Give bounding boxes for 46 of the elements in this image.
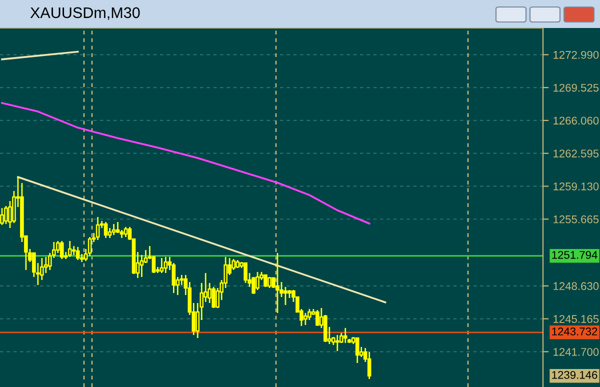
line-series bbox=[1, 102, 370, 224]
candlestick bbox=[160, 257, 164, 274]
candlestick bbox=[343, 327, 348, 344]
candlestick bbox=[88, 236, 92, 257]
candlestick bbox=[140, 254, 144, 278]
candlestick bbox=[212, 286, 216, 309]
candlestick bbox=[244, 262, 248, 284]
y-tick-label: 1266.060 bbox=[554, 116, 599, 125]
candlestick bbox=[112, 223, 116, 236]
candlestick bbox=[164, 256, 168, 274]
candlestick bbox=[4, 205, 8, 225]
candlestick bbox=[355, 337, 360, 364]
candlestick bbox=[268, 276, 272, 289]
chart-title: XAUUSDm,M30 bbox=[30, 7, 140, 20]
ref-line-label: 1243.732 bbox=[552, 328, 598, 336]
candlestick bbox=[108, 227, 112, 239]
ref-line-label: 1251.794 bbox=[552, 250, 598, 259]
candlestick bbox=[264, 274, 268, 288]
y-tick-label: 1259.130 bbox=[554, 182, 599, 190]
candlestick bbox=[104, 221, 108, 239]
candlestick bbox=[68, 240, 72, 258]
candlestick bbox=[40, 257, 44, 281]
candlestick bbox=[124, 226, 128, 238]
candlestick bbox=[96, 216, 100, 241]
y-tick-label: 1255.665 bbox=[554, 215, 599, 224]
y-tick-label: 1272.990 bbox=[554, 50, 599, 59]
candlestick bbox=[116, 221, 120, 234]
candlestick bbox=[284, 286, 288, 306]
y-tick-label: 1245.165 bbox=[554, 315, 599, 323]
candlestick bbox=[76, 246, 80, 261]
y-tick-label: 1269.525 bbox=[554, 84, 599, 92]
y-tick-label: 1262.595 bbox=[554, 150, 599, 158]
candlestick bbox=[308, 308, 312, 321]
candlestick bbox=[256, 271, 260, 291]
candlestick bbox=[335, 334, 340, 352]
y-tick-label: 1241.700 bbox=[554, 348, 599, 356]
candlestick bbox=[316, 309, 320, 327]
candlestick bbox=[60, 240, 64, 260]
candlestick bbox=[56, 240, 60, 254]
text: 1239.146 bbox=[552, 371, 598, 379]
candlestick bbox=[367, 351, 372, 380]
candlestick bbox=[304, 312, 308, 326]
candlestick bbox=[232, 258, 236, 271]
y-tick-label: 1248.630 bbox=[554, 282, 599, 290]
candlestick bbox=[252, 276, 256, 295]
candlestick bbox=[276, 252, 280, 314]
